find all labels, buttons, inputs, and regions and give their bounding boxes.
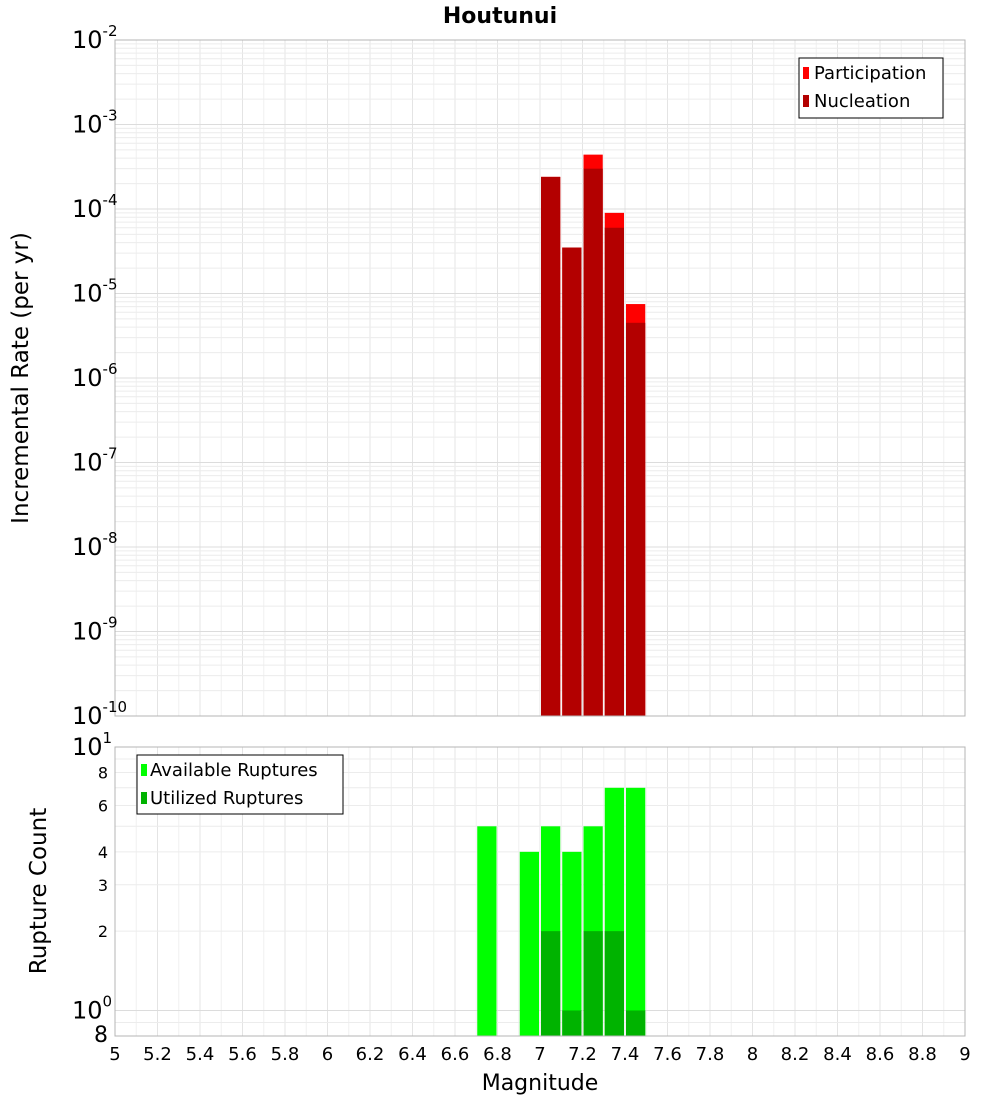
x-tick-label: 6.2 bbox=[356, 1044, 385, 1065]
bar-utilized-ruptures bbox=[583, 931, 603, 1036]
y-tick-label: 10-4 bbox=[72, 191, 118, 223]
legend-swatch-available bbox=[141, 764, 147, 776]
bar-available-ruptures bbox=[626, 787, 646, 1036]
count-legend-box bbox=[136, 754, 344, 815]
x-tick-label: 7.8 bbox=[696, 1044, 725, 1065]
rate-grid bbox=[114, 39, 966, 717]
bar-nucleation bbox=[583, 168, 603, 717]
bar-nucleation bbox=[541, 176, 561, 717]
x-tick-label: 6.6 bbox=[441, 1044, 470, 1065]
bar-available-ruptures bbox=[562, 851, 582, 1036]
bar-utilized-ruptures bbox=[604, 931, 624, 1036]
count-y-axis-label: Rupture Count bbox=[26, 808, 52, 974]
y-tick-label: 100 bbox=[72, 992, 112, 1024]
x-tick-label: 8 bbox=[747, 1044, 758, 1065]
y-tick-label: 10-6 bbox=[72, 360, 118, 392]
x-tick-label: 6 bbox=[322, 1044, 333, 1065]
y-tick-label: 4 bbox=[98, 843, 108, 862]
x-tick-label: 5.4 bbox=[186, 1044, 215, 1065]
x-tick-label: 7.6 bbox=[653, 1044, 682, 1065]
y-tick-label: 3 bbox=[98, 876, 108, 895]
legend-label-available: Available Ruptures bbox=[150, 760, 318, 781]
count-legend: Available Ruptures Utilized Ruptures bbox=[136, 754, 344, 815]
rate-y-axis-label: Incremental Rate (per yr) bbox=[8, 232, 34, 524]
legend-swatch-participation bbox=[803, 67, 809, 79]
y-tick-label: 10-8 bbox=[72, 529, 118, 561]
x-tick-label: 8.2 bbox=[781, 1044, 810, 1065]
x-tick-labels: 5 5.2 5.4 5.6 5.8 6 6.2 6.4 6.6 6.8 7 7.2 7.4 7.6 7.8 8… bbox=[109, 1044, 970, 1065]
x-tick-label: 5.8 bbox=[271, 1044, 300, 1065]
y-tick-label: 10-5 bbox=[72, 276, 118, 308]
x-tick-label: 5.2 bbox=[143, 1044, 172, 1065]
chart-title: Houtunui bbox=[443, 4, 557, 29]
rate-bars bbox=[541, 154, 646, 717]
rate-y-tick-labels: 10-2 10-3 10-4 10-5 10-6 10-7 10-8 10-9 10-10 bbox=[72, 22, 127, 730]
count-bars bbox=[477, 787, 646, 1036]
x-tick-label: 5.6 bbox=[228, 1044, 257, 1065]
legend-swatch-utilized bbox=[141, 792, 147, 804]
x-tick-label: 8.4 bbox=[823, 1044, 852, 1065]
rate-legend-box bbox=[798, 57, 944, 119]
y-tick-label: 8 bbox=[94, 1023, 108, 1048]
y-tick-label: 8 bbox=[98, 764, 108, 783]
legend-swatch-nucleation bbox=[803, 95, 809, 107]
x-tick-label: 7.2 bbox=[568, 1044, 597, 1065]
rate-panel: 10-2 10-3 10-4 10-5 10-6 10-7 10-8 10-9 10-10 Ho… bbox=[8, 4, 966, 730]
bar-available-ruptures bbox=[519, 851, 539, 1036]
y-tick-label: 10-10 bbox=[72, 698, 127, 730]
x-tick-label: 9 bbox=[959, 1044, 970, 1065]
y-tick-label: 10-9 bbox=[72, 614, 118, 646]
bar-nucleation bbox=[562, 247, 582, 716]
rate-legend: Participation Nucleation bbox=[798, 57, 944, 119]
bar-available-ruptures bbox=[477, 826, 497, 1036]
x-tick-label: 7.4 bbox=[611, 1044, 640, 1065]
count-plot-border bbox=[114, 746, 966, 1037]
bar-nucleation bbox=[626, 322, 646, 716]
bar-nucleation bbox=[604, 227, 624, 716]
y-tick-label: 6 bbox=[98, 796, 108, 815]
y-tick-label: 101 bbox=[72, 729, 112, 761]
y-tick-label: 10-7 bbox=[72, 445, 118, 477]
rate-plot-border bbox=[114, 39, 966, 717]
x-tick-label: 8.6 bbox=[866, 1044, 895, 1065]
x-tick-label: 6.4 bbox=[398, 1044, 427, 1065]
x-tick-label: 8.8 bbox=[908, 1044, 937, 1065]
x-tick-label: 7 bbox=[534, 1044, 545, 1065]
bar-utilized-ruptures bbox=[562, 1010, 582, 1036]
x-tick-label: 5 bbox=[109, 1044, 120, 1065]
x-axis-label: Magnitude bbox=[482, 1071, 599, 1096]
legend-label-utilized: Utilized Ruptures bbox=[150, 788, 303, 809]
bar-utilized-ruptures bbox=[626, 1010, 646, 1036]
legend-label-participation: Participation bbox=[814, 63, 926, 84]
x-tick-label: 6.8 bbox=[483, 1044, 512, 1065]
y-tick-label: 10-2 bbox=[72, 22, 118, 54]
legend-label-nucleation: Nucleation bbox=[814, 91, 910, 112]
bar-utilized-ruptures bbox=[541, 931, 561, 1036]
y-tick-label: 10-3 bbox=[72, 107, 118, 139]
y-tick-label: 2 bbox=[98, 922, 108, 941]
